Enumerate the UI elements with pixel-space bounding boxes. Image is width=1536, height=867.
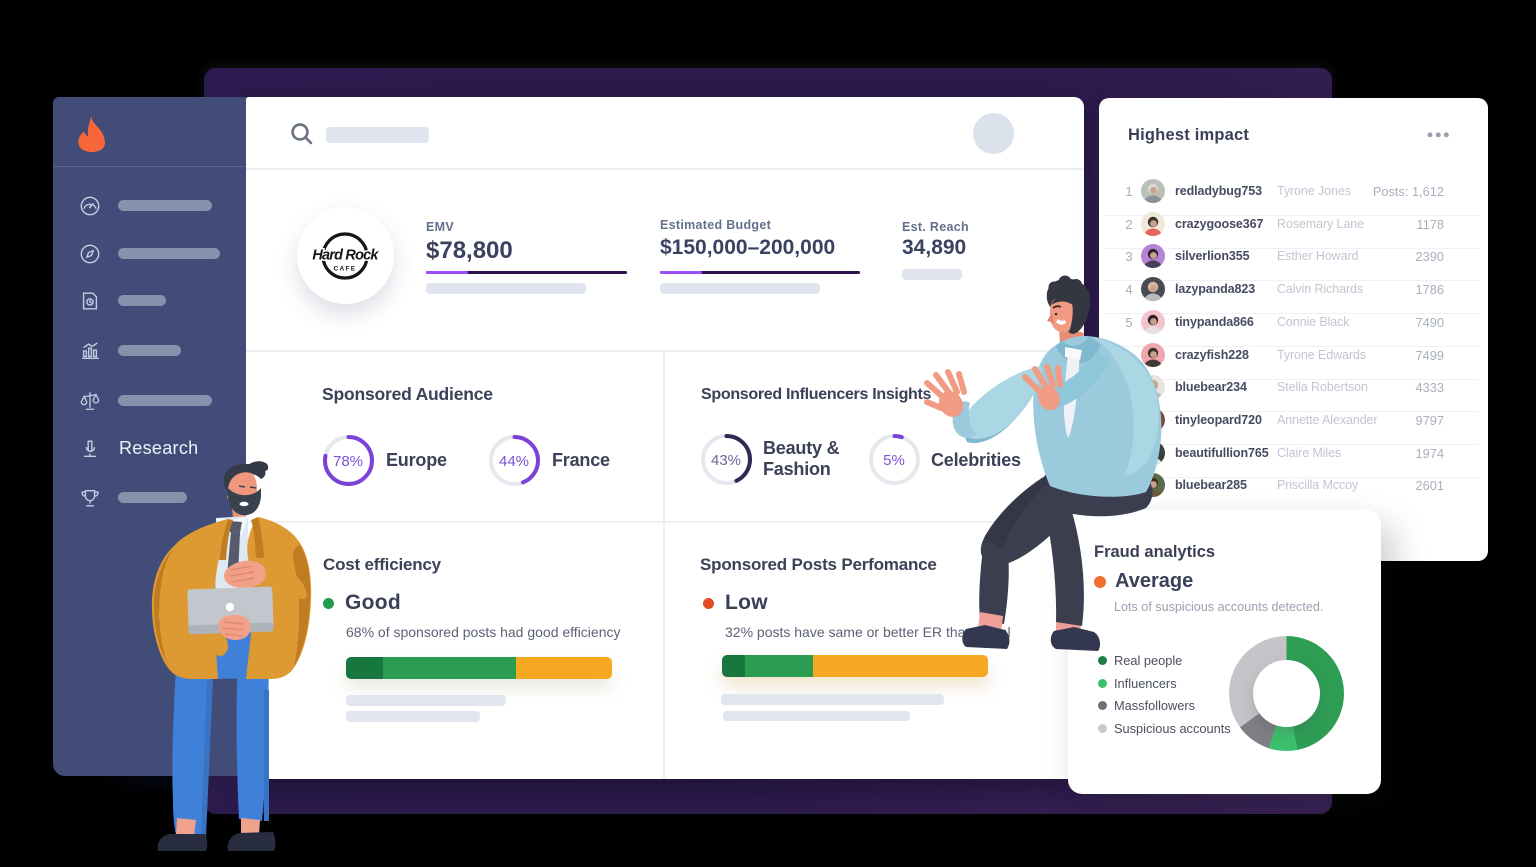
- svg-text:Hard Rock: Hard Rock: [312, 248, 379, 264]
- svg-text:CAFE: CAFE: [334, 266, 357, 273]
